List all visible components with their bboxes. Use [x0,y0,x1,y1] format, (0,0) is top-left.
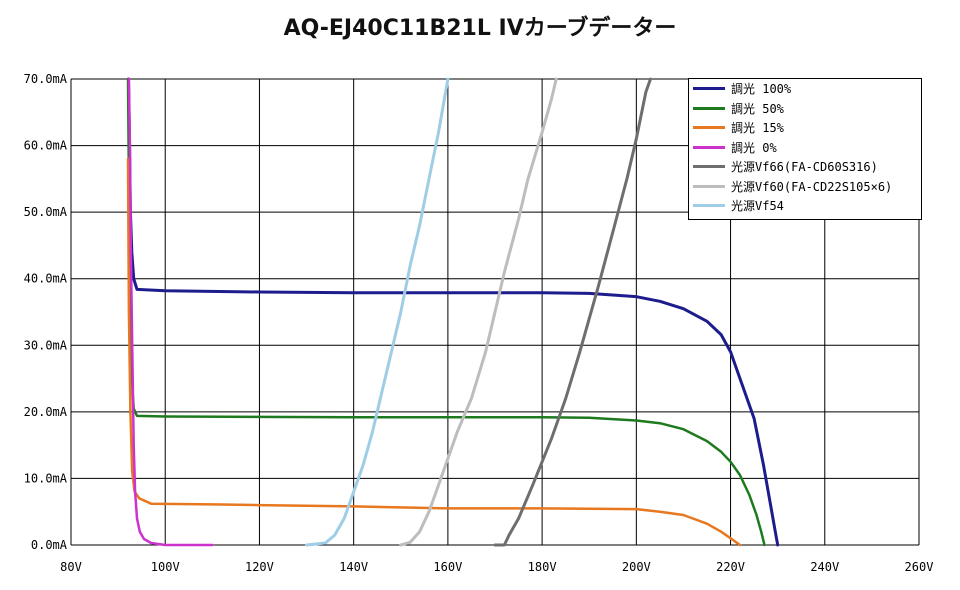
y-tick-label: 30.0mA [24,338,68,352]
x-tick-label: 100V [151,560,180,574]
series-line-6 [305,77,450,547]
legend-label: 調光 15% [731,121,784,136]
legend-swatch [693,165,725,169]
x-tick-label: 180V [528,560,557,574]
series-line-2 [126,157,742,547]
legend-swatch [693,204,725,208]
y-tick-label: 60.0mA [24,139,68,153]
y-tick-label: 50.0mA [24,205,68,219]
chart-title: AQ-EJ40C11B21L IVカーブデーター [283,16,677,41]
legend-label: 調光 50% [731,101,784,116]
legend-item: 調光 50% [689,99,921,119]
legend-label: 光源Vf66(FA-CD60S316) [731,160,878,175]
legend-item: 光源Vf66(FA-CD60S316) [689,157,921,177]
y-tick-label: 10.0mA [24,471,68,485]
y-tick-label: 0.0mA [31,538,68,552]
series-line-5 [399,77,558,547]
x-tick-label: 200V [622,560,651,574]
legend-swatch [693,145,725,149]
y-tick-label: 20.0mA [24,405,68,419]
legend-item: 調光 100% [689,79,921,99]
x-tick-label: 140V [339,560,368,574]
legend-label: 光源Vf60(FA-CD22S105×6) [731,179,893,194]
series-line-4 [493,77,652,547]
legend-label: 調光 0% [731,140,777,155]
legend-label: 光源Vf54 [731,199,784,214]
legend-swatch [693,106,725,110]
y-tick-label: 40.0mA [24,272,68,286]
y-tick-label: 70.0mA [24,72,68,86]
x-tick-label: 240V [810,560,839,574]
legend-swatch [693,87,725,91]
series-line-3 [127,77,214,547]
x-tick-label: 80V [60,560,82,574]
x-tick-label: 160V [433,560,462,574]
legend-swatch [693,184,725,188]
x-tick-label: 220V [716,560,745,574]
x-tick-label: 260V [905,560,934,574]
series-line-0 [127,77,780,547]
x-tick-label: 120V [245,560,274,574]
legend-label: 調光 100% [731,82,792,97]
legend-item: 光源Vf54 [689,196,921,216]
legend-item: 調光 15% [689,118,921,138]
legend-item: 光源Vf60(FA-CD22S105×6) [689,177,921,197]
legend: 調光 100% 調光 50% 調光 15% 調光 0% 光源Vf66(FA-CD60S3… [688,78,922,220]
legend-swatch [693,126,725,130]
legend-item: 調光 0% [689,138,921,158]
